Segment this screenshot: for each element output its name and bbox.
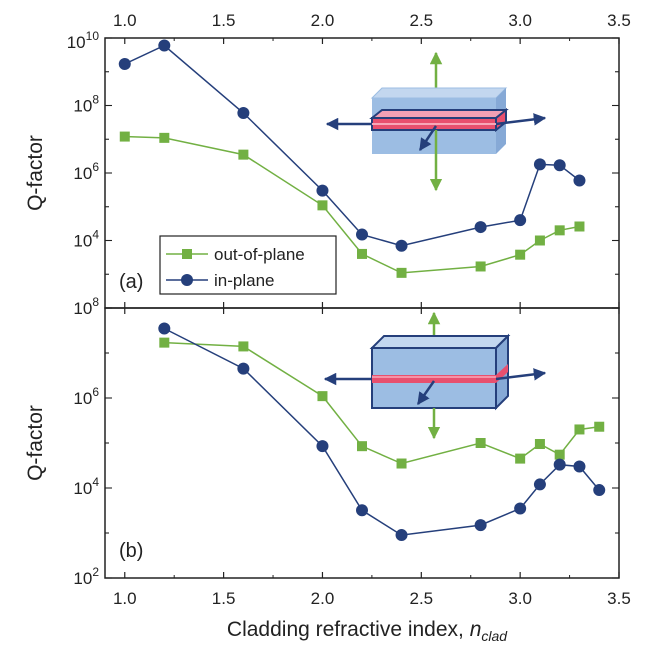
data-point-in-plane [533, 158, 546, 171]
y-tick-label-a: 108 [73, 93, 99, 116]
x-tick-label-top: 3.0 [508, 11, 532, 30]
data-point-out-of-plane [357, 441, 367, 452]
data-point-out-of-plane [534, 235, 545, 246]
legend-marker-in-plane [181, 274, 193, 286]
data-point-out-of-plane [515, 453, 526, 464]
data-point-in-plane [514, 214, 527, 227]
legend-label-out-of-plane: out-of-plane [214, 245, 305, 264]
x-tick-label-top: 3.5 [607, 11, 631, 30]
data-point-in-plane [316, 184, 329, 197]
panel-b-label: (b) [119, 540, 143, 562]
x-tick-label-top: 1.0 [113, 11, 137, 30]
x-tick-label-bottom: 2.5 [409, 589, 433, 608]
x-tick-label-bottom: 1.0 [113, 589, 137, 608]
data-point-out-of-plane [554, 449, 565, 460]
thin-slab-inset [325, 51, 547, 192]
y-tick-label-b: 106 [73, 385, 99, 408]
x-tick-label-top: 1.5 [212, 11, 236, 30]
data-point-in-plane [553, 159, 566, 172]
x-tick-label-bottom: 3.0 [508, 589, 532, 608]
data-point-in-plane [356, 504, 368, 517]
data-point-out-of-plane [475, 438, 486, 448]
data-point-in-plane [533, 478, 546, 491]
data-point-out-of-plane [554, 225, 565, 236]
data-point-in-plane [514, 502, 527, 515]
data-point-in-plane [356, 228, 368, 241]
data-point-in-plane [395, 239, 408, 252]
data-point-in-plane [395, 529, 408, 542]
y-tick-label-a-top: 1010 [67, 29, 100, 52]
panel-b-series [158, 322, 606, 542]
data-point-out-of-plane [574, 221, 585, 232]
data-point-in-plane [553, 458, 566, 471]
x-axis-title: Cladding refractive index, nclad [227, 618, 508, 644]
data-point-out-of-plane [238, 149, 249, 160]
data-point-out-of-plane [357, 248, 367, 259]
data-point-out-of-plane [396, 267, 407, 278]
y-tick-label-a: 106 [73, 160, 99, 183]
data-point-out-of-plane [534, 439, 545, 450]
x-tick-label-top: 2.0 [311, 11, 335, 30]
x-tick-label-top: 2.5 [409, 11, 433, 30]
data-point-in-plane [316, 440, 329, 453]
data-point-out-of-plane [238, 341, 249, 352]
data-point-out-of-plane [475, 261, 486, 272]
x-tick-label-bottom: 2.0 [311, 589, 335, 608]
x-axis-ticks: 1.0 1.0 1.5 1.5 2.0 2.0 2.5 2.5 3.0 3.0 3.5 3.5 [113, 11, 631, 608]
data-point-in-plane [573, 174, 586, 187]
data-point-in-plane [474, 519, 487, 532]
data-point-out-of-plane [317, 200, 328, 211]
data-point-in-plane [593, 484, 606, 497]
data-point-in-plane [158, 39, 171, 52]
legend: out-of-plane in-plane [159, 235, 337, 295]
data-point-in-plane [237, 362, 250, 375]
x-tick-label-bottom: 3.5 [607, 589, 631, 608]
panel-a-label: (a) [119, 271, 143, 293]
data-point-in-plane [118, 57, 131, 70]
data-point-in-plane [158, 322, 171, 335]
series-line-in-plane [124, 44, 580, 247]
data-point-in-plane [474, 221, 487, 234]
data-point-out-of-plane [159, 337, 170, 348]
data-point-out-of-plane [159, 132, 170, 143]
data-point-in-plane [237, 106, 250, 119]
y-tick-label-b: 104 [73, 475, 99, 498]
x-tick-label-bottom: 1.5 [212, 589, 236, 608]
data-point-out-of-plane [119, 131, 130, 142]
panel-a-series [118, 39, 586, 278]
panel-a-y-ticks: 108 106 104 1010 108 [67, 29, 619, 318]
legend-label-in-plane: in-plane [214, 271, 275, 290]
thick-slab-inset [323, 311, 547, 440]
data-point-out-of-plane [515, 249, 526, 260]
y-tick-label-b: 102 [73, 565, 99, 588]
y-tick-label-a: 104 [73, 228, 99, 251]
data-point-out-of-plane [396, 458, 407, 469]
data-point-out-of-plane [317, 391, 328, 402]
panel-b-y-ticks: 106 104 102 [73, 307, 619, 588]
legend-marker-out-of-plane [182, 249, 192, 259]
y-tick-label-a-bottom: 108 [73, 295, 99, 318]
data-point-out-of-plane [574, 424, 585, 435]
panel-a-ylabel: Q-factor [24, 135, 47, 211]
data-point-in-plane [573, 460, 586, 473]
data-point-out-of-plane [594, 421, 605, 432]
panel-b-ylabel: Q-factor [24, 405, 47, 481]
